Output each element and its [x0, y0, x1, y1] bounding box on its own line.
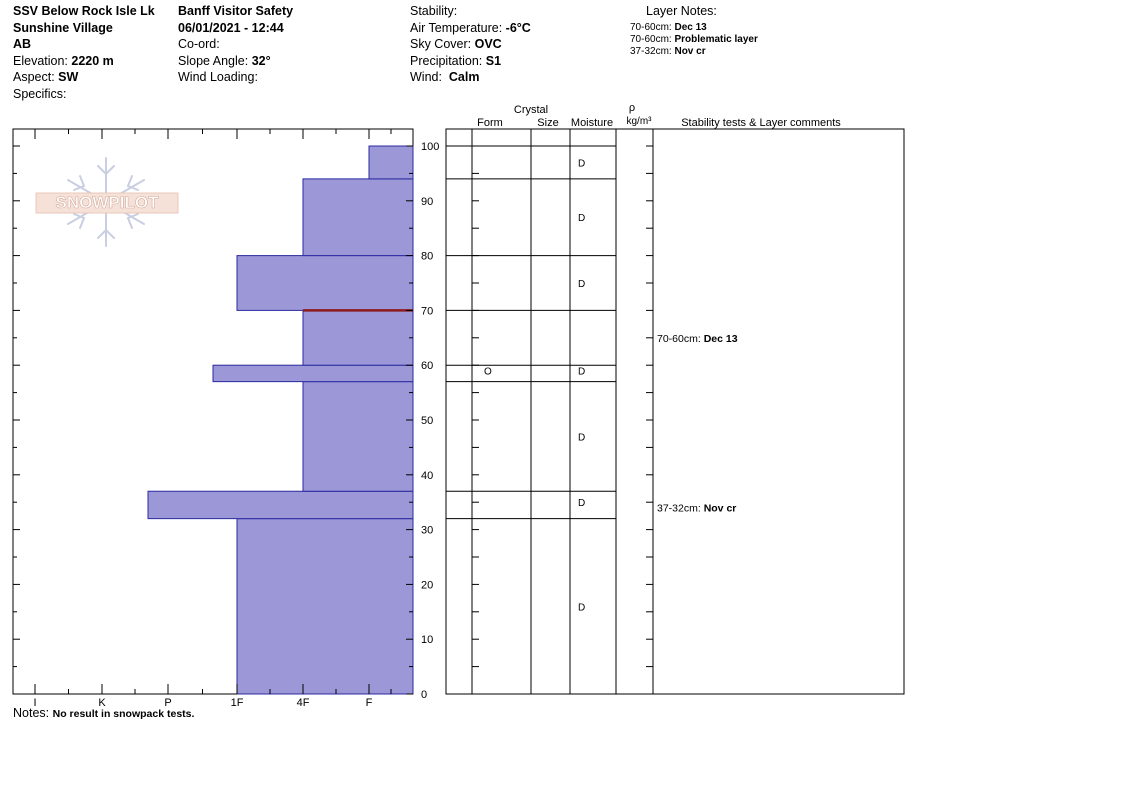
- layer-note-3-range: 37-32cm:: [630, 46, 672, 57]
- logo-text: SNOWPILOT: [56, 193, 160, 212]
- hardness-bar-3: [212, 364, 414, 383]
- province: AB: [13, 37, 32, 51]
- snowpilot-logo: SNOWPILOT: [35, 157, 179, 247]
- moisture-cell-6: D: [578, 602, 585, 613]
- layer-note-1-text: Dec 13: [674, 22, 707, 33]
- hardness-bars: [147, 145, 414, 695]
- moisture-cell-3: D: [578, 367, 585, 378]
- moisture-cell-2: D: [578, 279, 585, 290]
- coord-label: Co-ord:: [178, 37, 220, 51]
- slope-value: 32°: [251, 53, 271, 68]
- wind-loading-label: Wind Loading:: [178, 70, 258, 84]
- height-label-60: 60: [421, 360, 433, 372]
- moisture-cell-0: D: [578, 158, 585, 169]
- moisture-cell-5: D: [578, 498, 585, 509]
- density-unit-header: kg/m³: [627, 116, 653, 127]
- stability-header: Stability tests & Layer comments: [681, 117, 841, 129]
- height-label-10: 10: [421, 634, 433, 646]
- size-header: Size: [537, 117, 558, 129]
- height-label-30: 30: [421, 525, 433, 537]
- crystal-form-cell-0: O: [484, 367, 492, 378]
- column-headers: Crystal Form Size Moisture ρ kg/m³ Stabi…: [477, 102, 841, 129]
- hardness-bar-2: [302, 381, 414, 492]
- datetime: 06/01/2021 - 12:44: [178, 20, 284, 35]
- rho-header: ρ: [629, 102, 635, 114]
- layer-comment-0: 70-60cm: Dec 13: [657, 333, 738, 345]
- height-label-80: 80: [421, 251, 433, 263]
- wind-value: Calm: [448, 70, 480, 84]
- layer-table-columns: [471, 129, 654, 694]
- layer-note-2-range: 70-60cm:: [630, 34, 672, 45]
- stability-label: Stability:: [410, 4, 458, 18]
- hardness-label-4F: 4F: [297, 697, 310, 709]
- moisture-cell-4: D: [578, 432, 585, 443]
- air-temp-label: Air Temperature:: [410, 20, 503, 35]
- height-label-70: 70: [421, 305, 433, 317]
- layer-note-2: 70-60cm: Problematic layer: [630, 34, 758, 46]
- elevation-value: 2220 m: [71, 53, 114, 68]
- hardness-label-P: P: [164, 697, 171, 709]
- hardness-label-F: F: [366, 697, 373, 709]
- air-temp-value: -6°C: [505, 20, 531, 35]
- height-label-90: 90: [421, 196, 433, 208]
- header-col-2: Banff Visitor Safety 06/01/2021 - 12:44 …: [178, 3, 293, 86]
- precip-label: Precipitation:: [410, 53, 483, 68]
- hardness-bar-6: [302, 178, 414, 257]
- moisture-header: Moisture: [571, 117, 613, 129]
- slope-label: Slope Angle:: [178, 53, 249, 68]
- layer-notes-title: Layer Notes:: [646, 4, 717, 18]
- sky-label: Sky Cover:: [410, 37, 472, 51]
- header-col-1: SSV Below Rock Isle Lk Sunshine Village …: [13, 3, 155, 102]
- layer-table-cells: D D D D D D D O 70-60cm: Dec 13 37-32cm: Nov cr: [484, 158, 738, 613]
- hardness-ticks: I K P 1F 4F F: [33, 129, 392, 709]
- specifics-label: Specifics:: [13, 86, 67, 101]
- height-label-0: 0: [421, 689, 427, 701]
- header-col-3: Stability: Air Temperature: -6°C Sky Cov…: [410, 3, 531, 86]
- layer-note-1-range: 70-60cm:: [630, 22, 672, 33]
- wind-label: Wind:: [410, 70, 442, 84]
- hardness-bar-4: [302, 309, 414, 366]
- organization: Banff Visitor Safety: [178, 4, 294, 18]
- location-name: SSV Below Rock Isle Lk: [13, 4, 155, 18]
- moisture-cell-1: D: [578, 213, 585, 224]
- area-name: Sunshine Village: [13, 20, 113, 35]
- hardness-bar-7: [368, 145, 414, 180]
- hardness-label-K: K: [98, 697, 106, 709]
- hardness-bar-5: [236, 255, 414, 311]
- layer-note-1: 70-60cm: Dec 13: [630, 22, 707, 34]
- height-axis: 0 10 20 30 40 50 60 70 80 90 100: [13, 141, 439, 701]
- layer-note-3: 37-32cm: Nov cr: [630, 46, 706, 58]
- sky-value: OVC: [474, 37, 502, 51]
- logo-banner: [35, 192, 179, 214]
- layer-table-ticks: [472, 145, 653, 695]
- hardness-label-1F: 1F: [231, 697, 244, 709]
- notes-text: No result in snowpack tests.: [52, 708, 195, 720]
- layer-note-2-text: Problematic layer: [674, 34, 758, 45]
- aspect-value: SW: [58, 70, 79, 84]
- height-label-20: 20: [421, 579, 433, 591]
- layer-comment-1: 37-32cm: Nov cr: [657, 503, 736, 515]
- hardness-label-I: I: [33, 697, 36, 709]
- hardness-bar-1: [147, 490, 414, 520]
- precip-value: S1: [485, 53, 502, 68]
- height-label-40: 40: [421, 470, 433, 482]
- height-label-100: 100: [421, 141, 439, 153]
- notes-label: Notes:: [13, 706, 50, 720]
- notes: Notes: No result in snowpack tests.: [13, 706, 194, 720]
- aspect-label: Aspect:: [13, 70, 55, 84]
- hardness-bar-0: [236, 518, 414, 695]
- crystal-header: Crystal: [514, 104, 548, 116]
- elevation-label: Elevation:: [13, 53, 68, 68]
- form-header: Form: [477, 117, 503, 129]
- layer-table-frame: [445, 128, 905, 695]
- layer-note-3-text: Nov cr: [674, 46, 706, 57]
- height-label-50: 50: [421, 415, 433, 427]
